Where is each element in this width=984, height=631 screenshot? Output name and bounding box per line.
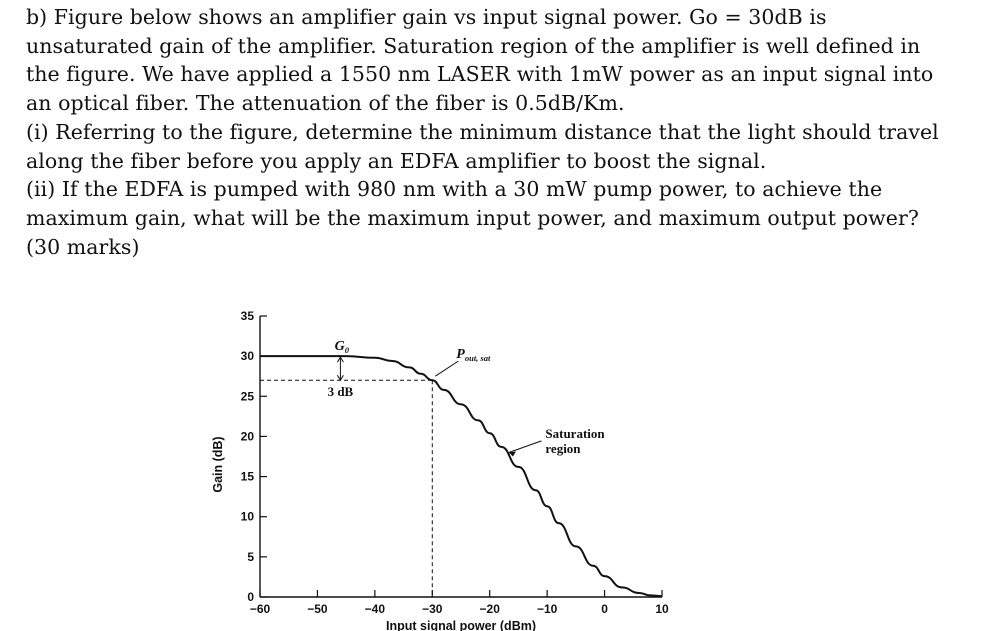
g0-main: G — [335, 339, 345, 354]
pout-sat-label: Pout, sat — [456, 347, 491, 363]
y-tick-label: 35 — [241, 309, 255, 323]
question-line: b) Figure below shows an amplifier gain … — [26, 5, 827, 29]
x-tick-label: −30 — [422, 602, 443, 616]
pout-sat-sub: out, sat — [465, 353, 491, 363]
saturation-guides — [260, 356, 433, 597]
chart-axes — [259, 316, 662, 598]
x-tick-label: 10 — [655, 602, 669, 616]
x-tick-label: −10 — [537, 602, 558, 616]
question-line: (ii) If the EDFA is pumped with 980 nm w… — [26, 177, 883, 202]
y-tick-label: 5 — [247, 550, 254, 564]
question-line: unsaturated gain of the amplifier. Satur… — [26, 33, 921, 58]
x-tick-label: −40 — [365, 602, 386, 616]
saturation-arrowhead — [508, 451, 516, 457]
gain-curve — [260, 355, 663, 598]
y-tick-label: 0 — [247, 590, 254, 604]
y-tick-label: 25 — [241, 389, 255, 403]
chart-ticks: 0 5 10 15 20 25 30 35 −60 −50 −40 −30 −20 −10 0 10 — [241, 309, 669, 616]
three-db-label: 3 dB — [328, 384, 354, 399]
question-line: along the fiber before you apply an EDFA… — [26, 148, 767, 173]
x-tick-label: −50 — [307, 602, 328, 616]
y-tick-label: 30 — [241, 349, 255, 363]
saturation-pointer — [508, 440, 542, 454]
pout-sat-pointer — [435, 360, 459, 377]
y-tick-label: 20 — [241, 429, 255, 443]
x-tick-label: 0 — [601, 602, 608, 616]
x-axis-label: Input signal power (dBm) — [386, 619, 536, 631]
question-text: b) Figure below shows an amplifier gain … — [26, 3, 971, 261]
chart-series — [260, 355, 663, 598]
saturation-label-line1: Saturation — [545, 426, 605, 441]
question-line: (30 marks) — [26, 234, 140, 259]
g0-label: G0 — [335, 339, 350, 355]
question-line: (i) Referring to the figure, determine t… — [26, 119, 939, 144]
y-tick-label: 15 — [241, 470, 255, 484]
question-line: maximum gain, what will be the maximum i… — [26, 205, 919, 230]
g0-sub: 0 — [345, 345, 350, 355]
question-line: an optical fiber. The attenuation of the… — [26, 91, 625, 116]
x-tick-label: −60 — [250, 602, 271, 616]
pout-sat-main: P — [456, 347, 465, 362]
y-tick-label: 10 — [241, 510, 255, 524]
y-axis-label: Gain (dB) — [211, 436, 225, 492]
saturation-label-line2: region — [545, 441, 581, 456]
three-db-arrow-up — [336, 356, 344, 363]
x-tick-label: −20 — [480, 602, 501, 616]
question-line: the figure. We have applied a 1550 nm LA… — [26, 62, 934, 87]
three-db-arrow-down — [336, 374, 344, 382]
